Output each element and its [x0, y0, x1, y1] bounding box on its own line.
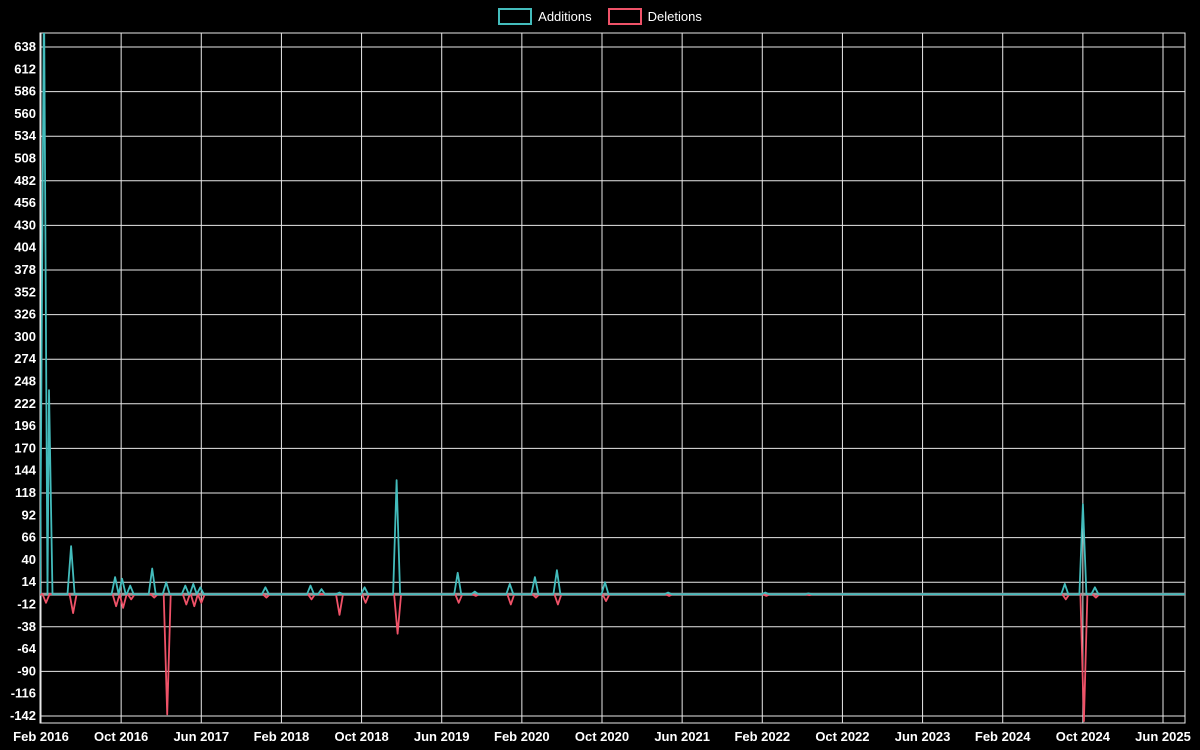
y-tick-label: 326 [14, 307, 36, 322]
y-tick-label: 638 [14, 39, 36, 54]
x-tick-label: Feb 2016 [13, 729, 69, 744]
y-tick-label: 586 [14, 84, 36, 99]
legend-label-additions: Additions [538, 9, 592, 24]
y-tick-label: -116 [11, 686, 36, 701]
y-tick-label: 170 [14, 440, 36, 455]
x-tick-label: Jun 2021 [654, 729, 710, 744]
plot-border [39, 32, 1186, 724]
y-tick-label: -142 [10, 708, 36, 723]
x-tick-label: Jun 2023 [895, 729, 951, 744]
x-tick-label: Feb 2020 [494, 729, 550, 744]
y-tick-label: 248 [14, 374, 36, 389]
y-tick-label: 196 [14, 418, 36, 433]
y-tick-label: -64 [17, 641, 37, 656]
y-tick-label: 300 [14, 329, 36, 344]
legend-item-deletions[interactable]: Deletions [607, 8, 702, 25]
y-tick-label: -38 [17, 619, 36, 634]
chart-legend: Additions Deletions [0, 8, 1200, 25]
y-tick-label: 118 [15, 485, 36, 500]
y-tick-label: 14 [22, 574, 37, 589]
x-tick-label: Feb 2022 [734, 729, 790, 744]
y-tick-label: 378 [14, 262, 36, 277]
legend-item-additions[interactable]: Additions [498, 8, 592, 25]
legend-label-deletions: Deletions [647, 9, 702, 24]
x-tick-label: Feb 2018 [254, 729, 310, 744]
x-tick-label: Oct 2024 [1056, 729, 1111, 744]
additions-swatch [498, 8, 533, 25]
x-tick-label: Jun 2019 [414, 729, 470, 744]
additions-line [40, 33, 1185, 596]
y-tick-label: 66 [22, 530, 36, 545]
y-tick-label: 144 [14, 463, 36, 478]
y-tick-label: 92 [22, 507, 36, 522]
y-tick-label: -90 [17, 663, 36, 678]
x-tick-label: Jun 2017 [173, 729, 229, 744]
y-tick-label: 456 [14, 195, 36, 210]
y-tick-label: 482 [14, 173, 36, 188]
y-tick-label: 534 [14, 128, 36, 143]
x-tick-label: Oct 2022 [815, 729, 869, 744]
x-tick-label: Feb 2024 [975, 729, 1031, 744]
x-tick-label: Jun 2025 [1135, 729, 1191, 744]
y-tick-label: 508 [14, 151, 36, 166]
deletions-swatch [607, 8, 642, 25]
y-tick-label: -12 [17, 597, 36, 612]
y-tick-label: 560 [14, 106, 36, 121]
y-tick-label: 40 [22, 552, 36, 567]
y-tick-label: 274 [14, 351, 36, 366]
y-tick-label: 222 [14, 396, 36, 411]
y-tick-label: 404 [14, 240, 36, 255]
y-tick-label: 430 [14, 217, 36, 232]
x-tick-label: Oct 2020 [575, 729, 629, 744]
deletions-line [40, 593, 1185, 722]
y-tick-label: 352 [14, 284, 36, 299]
x-tick-label: Oct 2018 [334, 729, 388, 744]
y-tick-label: 612 [14, 61, 36, 76]
x-tick-label: Oct 2016 [94, 729, 148, 744]
